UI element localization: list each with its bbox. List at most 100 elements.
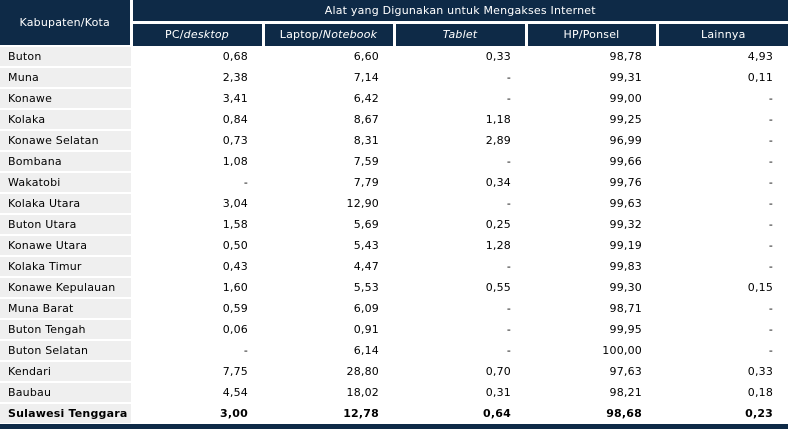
region-cell: Sulawesi Tenggara bbox=[0, 402, 131, 425]
region-cell: Buton Utara bbox=[0, 213, 131, 235]
column-header-plain: HP/Ponsel bbox=[563, 28, 620, 42]
table-header: Kabupaten/Kota Alat yang Digunakan untuk… bbox=[0, 0, 788, 46]
value-cell: - bbox=[131, 340, 263, 361]
value-cell: 6,09 bbox=[263, 298, 394, 319]
column-header-tablet: Tablet bbox=[392, 22, 526, 46]
region-cell: Konawe Kepulauan bbox=[0, 276, 131, 298]
region-cell: Wakatobi bbox=[0, 171, 131, 193]
value-cell: 0,43 bbox=[131, 256, 263, 277]
value-cell: 0,15 bbox=[657, 277, 788, 298]
value-cell: 99,32 bbox=[526, 214, 657, 235]
corner-header-kabupaten-kota: Kabupaten/Kota bbox=[0, 0, 133, 46]
value-cell: - bbox=[657, 235, 788, 256]
table-row: Kendari 7,75 28,80 0,70 97,63 0,33 bbox=[0, 360, 788, 382]
value-cell: 8,67 bbox=[263, 109, 394, 130]
value-cell: 0,84 bbox=[131, 109, 263, 130]
value-cell: 1,18 bbox=[394, 109, 526, 130]
value-cell: 8,31 bbox=[263, 130, 394, 151]
value-cell: 0,18 bbox=[657, 382, 788, 403]
region-cell: Kolaka bbox=[0, 108, 131, 130]
value-cell: 1,08 bbox=[131, 151, 263, 172]
region-cell: Kolaka Timur bbox=[0, 255, 131, 277]
value-cell: 0,59 bbox=[131, 298, 263, 319]
value-cell: 12,78 bbox=[263, 403, 394, 424]
value-cell: - bbox=[657, 214, 788, 235]
value-cell: 98,78 bbox=[526, 46, 657, 67]
region-cell: Buton bbox=[0, 45, 131, 67]
value-cell: - bbox=[394, 88, 526, 109]
value-cell: - bbox=[657, 256, 788, 277]
group-header-alat-internet: Alat yang Digunakan untuk Mengakses Inte… bbox=[131, 0, 788, 24]
column-header-italic: Notebook bbox=[322, 28, 378, 42]
value-cell: 0,91 bbox=[263, 319, 394, 340]
value-cell: - bbox=[131, 172, 263, 193]
region-cell: Konawe Utara bbox=[0, 234, 131, 256]
value-cell: 99,30 bbox=[526, 277, 657, 298]
value-cell: 0,23 bbox=[657, 403, 788, 424]
value-cell: 5,69 bbox=[263, 214, 394, 235]
region-cell: Muna bbox=[0, 66, 131, 88]
value-cell: - bbox=[394, 193, 526, 214]
table-body: Buton 0,68 6,60 0,33 98,78 4,93 Muna 2,38 7,14-9… bbox=[0, 45, 788, 425]
value-cell: 2,38 bbox=[131, 67, 263, 88]
value-cell: - bbox=[657, 340, 788, 361]
value-cell: 18,02 bbox=[263, 382, 394, 403]
value-cell: 0,64 bbox=[394, 403, 526, 424]
value-cell: - bbox=[394, 67, 526, 88]
value-cell: 6,14 bbox=[263, 340, 394, 361]
table-row: Buton Selatan -6,14-100,00- bbox=[0, 339, 788, 361]
value-cell: - bbox=[657, 193, 788, 214]
region-cell: Buton Tengah bbox=[0, 318, 131, 340]
value-cell: 99,95 bbox=[526, 319, 657, 340]
table-row: Buton Tengah 0,06 0,91-99,95- bbox=[0, 318, 788, 340]
value-cell: 7,79 bbox=[263, 172, 394, 193]
region-cell: Bombana bbox=[0, 150, 131, 172]
column-header-hp-ponsel: HP/Ponsel bbox=[524, 22, 657, 46]
value-cell: 5,53 bbox=[263, 277, 394, 298]
table-row: Kolaka Timur 0,43 4,47-99,83- bbox=[0, 255, 788, 277]
column-header-lainnya: Lainnya bbox=[655, 22, 788, 46]
value-cell: 0,50 bbox=[131, 235, 263, 256]
column-header-plain: Lainnya bbox=[701, 28, 746, 42]
value-cell: 5,43 bbox=[263, 235, 394, 256]
value-cell: 99,83 bbox=[526, 256, 657, 277]
value-cell: 0,34 bbox=[394, 172, 526, 193]
value-cell: 3,04 bbox=[131, 193, 263, 214]
value-cell: - bbox=[394, 319, 526, 340]
table-row: Konawe 3,41 6,42-99,00- bbox=[0, 87, 788, 109]
column-header-pc-desktop: PC/desktop bbox=[131, 22, 263, 46]
value-cell: 6,42 bbox=[263, 88, 394, 109]
value-cell: 1,28 bbox=[394, 235, 526, 256]
value-cell: 0,68 bbox=[131, 46, 263, 67]
table-row: Bombana 1,08 7,59-99,66- bbox=[0, 150, 788, 172]
value-cell: 99,76 bbox=[526, 172, 657, 193]
table-row: Konawe Utara 0,50 5,43 1,28 99,19- bbox=[0, 234, 788, 256]
table-row: Wakatobi -7,79 0,34 99,76- bbox=[0, 171, 788, 193]
value-cell: - bbox=[657, 298, 788, 319]
value-cell: - bbox=[394, 151, 526, 172]
value-cell: 98,21 bbox=[526, 382, 657, 403]
region-cell: Kendari bbox=[0, 360, 131, 382]
value-cell: 0,73 bbox=[131, 130, 263, 151]
value-cell: 98,71 bbox=[526, 298, 657, 319]
value-cell: - bbox=[657, 151, 788, 172]
value-cell: 6,60 bbox=[263, 46, 394, 67]
table-row: Buton Utara 1,58 5,69 0,25 99,32- bbox=[0, 213, 788, 235]
value-cell: 4,54 bbox=[131, 382, 263, 403]
region-cell: Buton Selatan bbox=[0, 339, 131, 361]
column-header-italic: Tablet bbox=[442, 28, 478, 42]
value-cell: 0,33 bbox=[657, 361, 788, 382]
value-cell: 4,47 bbox=[263, 256, 394, 277]
table-row: Konawe Kepulauan 1,60 5,53 0,55 99,30 0,15 bbox=[0, 276, 788, 298]
value-cell: 0,70 bbox=[394, 361, 526, 382]
region-cell: Konawe Selatan bbox=[0, 129, 131, 151]
value-cell: 99,25 bbox=[526, 109, 657, 130]
column-header-italic: desktop bbox=[183, 28, 229, 42]
table-row: Konawe Selatan 0,73 8,31 2,89 96,99- bbox=[0, 129, 788, 151]
group-header-row: Kabupaten/Kota Alat yang Digunakan untuk… bbox=[0, 0, 788, 46]
column-header-plain: PC/ bbox=[165, 28, 184, 42]
value-cell: 99,31 bbox=[526, 67, 657, 88]
value-cell: 1,58 bbox=[131, 214, 263, 235]
